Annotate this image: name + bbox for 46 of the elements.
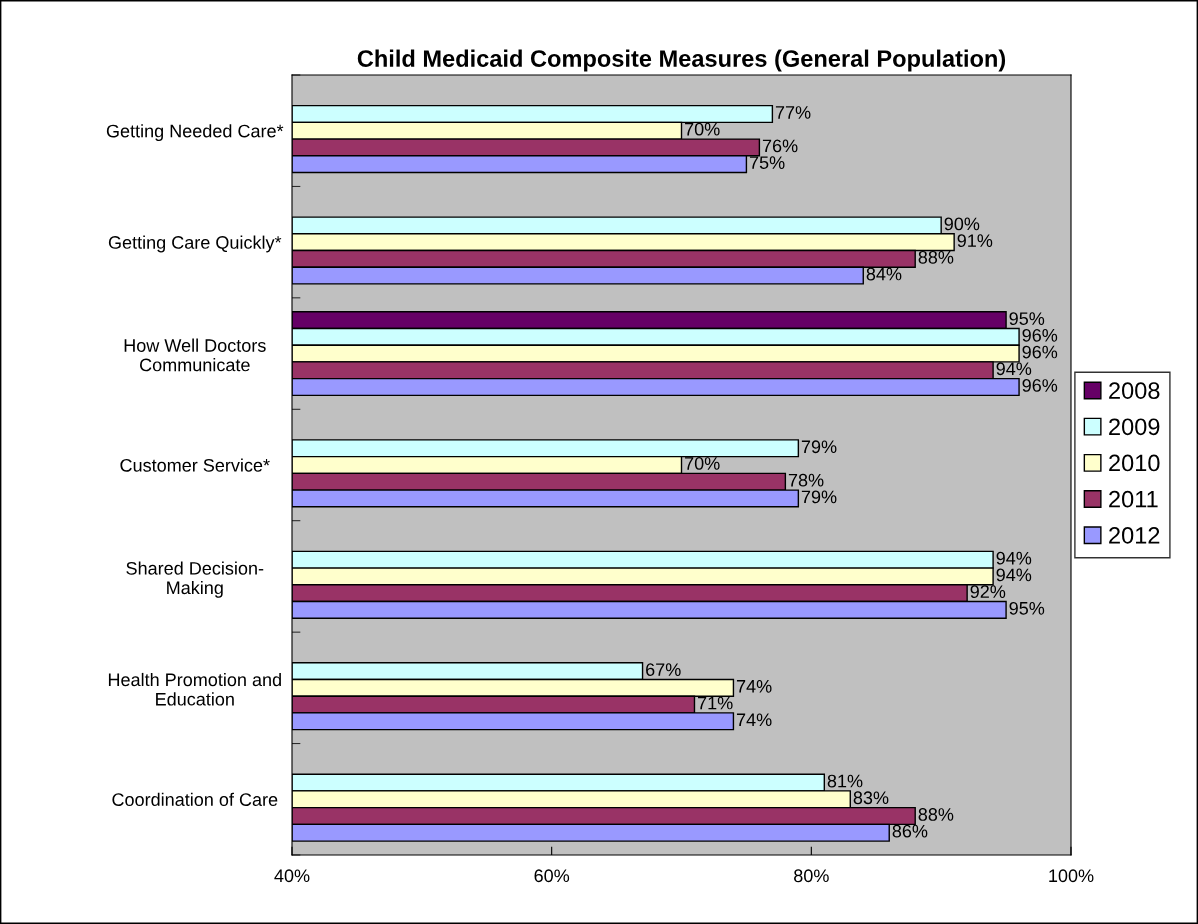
data-label: 94% <box>996 362 1032 376</box>
y-tick-label: Getting Needed Care* <box>106 124 284 141</box>
legend-label: 2010 <box>1109 454 1160 472</box>
y-tick-label: Coordination of Care <box>112 792 278 807</box>
data-label: 79% <box>801 490 837 504</box>
x-tick-label: 60% <box>534 869 570 883</box>
data-label: 81% <box>827 774 863 788</box>
data-label: 96% <box>1022 328 1058 342</box>
legend-label: 2011 <box>1109 490 1158 508</box>
data-label: 75% <box>749 156 785 169</box>
data-label: 76% <box>762 139 798 153</box>
data-label: 71% <box>698 696 733 710</box>
data-label: 88% <box>918 808 954 821</box>
data-label: 79% <box>801 440 837 454</box>
y-tick-label: Customer Service* <box>120 458 270 472</box>
data-label: 74% <box>736 713 772 727</box>
legend-label: 2009 <box>1109 418 1160 436</box>
x-tick-label: 40% <box>274 869 310 883</box>
y-tick-label: Health Promotion and Education <box>108 672 281 706</box>
data-label: 95% <box>1009 601 1045 615</box>
data-label: 83% <box>853 791 889 805</box>
data-label: 95% <box>1009 312 1045 325</box>
data-label: 91% <box>957 234 993 247</box>
data-label: 96% <box>1022 345 1058 359</box>
y-tick-label: Shared Decision- Making <box>126 561 264 598</box>
data-label: 94% <box>996 551 1032 565</box>
chart-title: Child Medicaid Composite Measures (General Population) <box>357 49 1006 72</box>
data-label: 74% <box>736 680 772 693</box>
data-label: 70% <box>685 122 720 136</box>
x-tick-label: 80% <box>794 869 829 883</box>
y-tick-label: Getting Care Quickly* <box>108 235 282 253</box>
data-label: 84% <box>866 267 902 281</box>
data-label: 96% <box>1022 379 1058 392</box>
legend-label: 2012 <box>1109 526 1160 544</box>
data-label: 78% <box>788 473 824 487</box>
data-label: 70% <box>685 457 720 470</box>
y-tick-label: How Well Doctors Communicate <box>124 338 266 372</box>
x-tick-label: 100% <box>1049 869 1094 883</box>
data-label: 92% <box>970 585 1006 598</box>
data-label: 86% <box>892 824 928 838</box>
data-label: 90% <box>944 217 980 231</box>
data-label: 77% <box>775 106 811 119</box>
data-label: 67% <box>646 663 681 676</box>
data-label: 94% <box>996 568 1032 582</box>
data-label: 88% <box>918 250 954 264</box>
legend-label: 2008 <box>1109 382 1160 399</box>
